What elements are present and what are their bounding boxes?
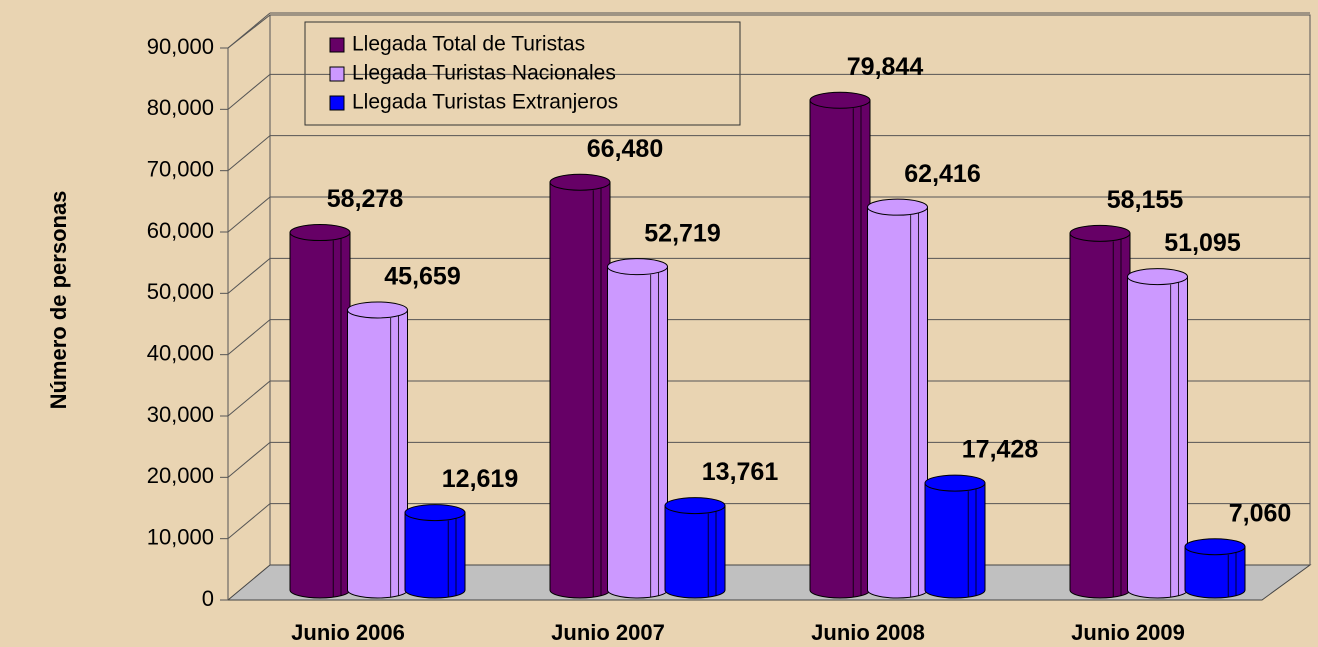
grid-line: [227, 196, 271, 233]
bar: [404, 512, 466, 599]
value-label: 58,155: [1107, 186, 1184, 214]
bar-top: [404, 504, 466, 522]
x-tick-label: Junio 2006: [291, 620, 405, 645]
legend-swatch: [329, 66, 345, 82]
y-tick-label: 60,000: [147, 218, 214, 243]
y-tick-label: 40,000: [147, 340, 214, 365]
bar-top: [607, 258, 668, 276]
grid-line: [227, 441, 271, 478]
value-label: 52,719: [644, 219, 720, 247]
grid-line: [227, 380, 271, 417]
value-label: 13,761: [702, 458, 779, 486]
value-label: 12,619: [442, 465, 518, 493]
y-tick-label: 10,000: [147, 524, 214, 549]
grid-line: [227, 12, 271, 49]
x-tick-label: Junio 2009: [1071, 620, 1185, 645]
x-tick-label: Junio 2008: [811, 620, 925, 645]
x-tick-label: Junio 2007: [551, 620, 665, 645]
legend-swatch: [329, 37, 345, 53]
value-label: 45,659: [384, 263, 460, 291]
y-axis-title: Número de personas: [46, 191, 71, 410]
grid-line: [227, 73, 271, 110]
grid-line: [227, 503, 271, 540]
value-label: 62,416: [904, 160, 980, 188]
y-tick-label: 20,000: [147, 463, 214, 488]
value-label: 7,060: [1229, 499, 1292, 527]
value-label: 58,278: [327, 185, 404, 213]
y-tick-label: 50,000: [147, 279, 214, 304]
legend-label: Llegada Turistas Extranjeros: [352, 91, 618, 114]
grid-line: [227, 135, 271, 172]
bar-top: [289, 224, 351, 242]
bar-top: [867, 198, 928, 216]
grid-line: [227, 319, 271, 356]
bar-top: [809, 91, 871, 109]
grid-line: [227, 257, 271, 294]
value-label: 51,095: [1164, 229, 1241, 257]
bar-top: [924, 474, 986, 492]
legend-label: Llegada Turistas Nacionales: [352, 62, 616, 85]
y-tick-label: 0: [202, 586, 214, 611]
bar-top: [664, 497, 726, 515]
bar-top: [549, 173, 611, 191]
legend-label: Llegada Total de Turistas: [352, 33, 585, 56]
bar-top: [347, 301, 408, 319]
legend: [304, 21, 741, 126]
bar: [924, 482, 986, 599]
y-tick-label: 70,000: [147, 156, 214, 181]
legend-swatch: [329, 95, 345, 111]
bar-top: [1069, 224, 1131, 242]
value-label: 79,844: [847, 53, 924, 81]
bar-top: [1184, 538, 1246, 556]
y-tick-label: 30,000: [147, 402, 214, 427]
y-tick-label: 80,000: [147, 95, 214, 120]
value-label: 17,428: [962, 436, 1039, 464]
y-tick-label: 90,000: [147, 34, 214, 59]
value-label: 66,480: [587, 135, 663, 163]
bar-top: [1127, 268, 1188, 286]
bar: [664, 505, 726, 599]
bar: [1184, 546, 1246, 599]
